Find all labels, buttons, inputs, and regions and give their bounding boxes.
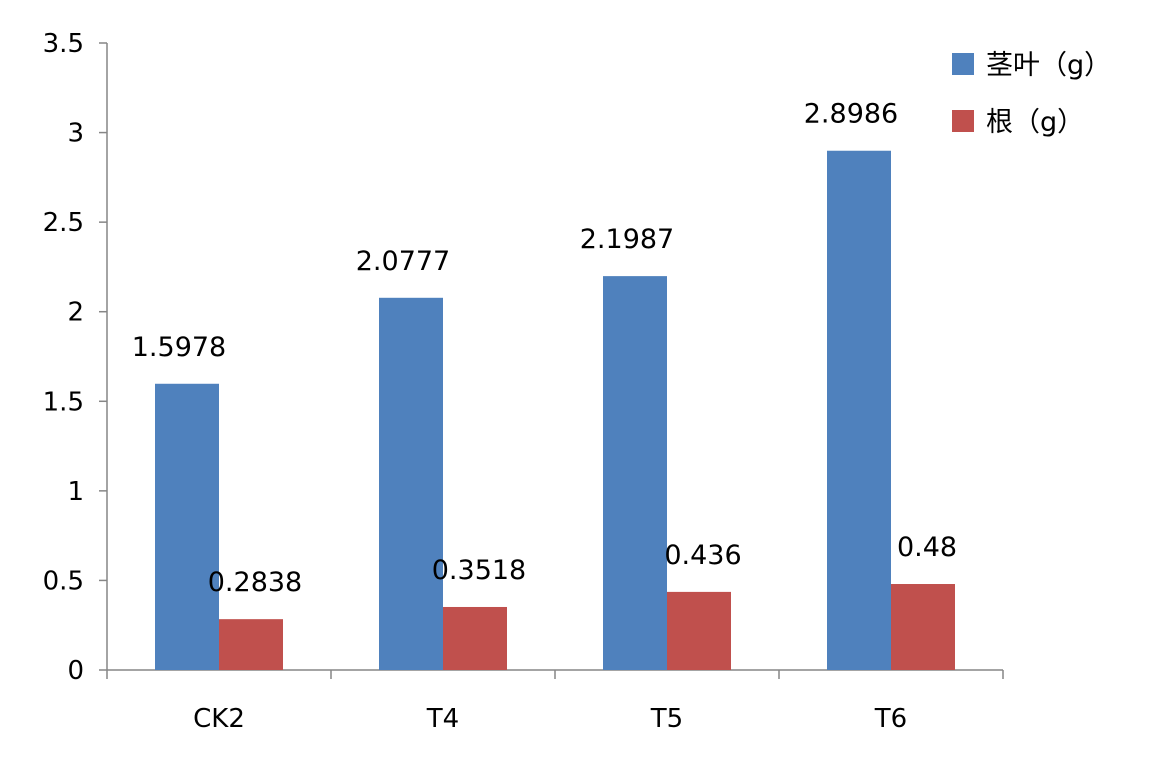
x-tick-label: T4 [426, 704, 459, 734]
y-tick-label: 0.5 [43, 566, 84, 596]
data-labels: 1.5978 0.2838 2.0777 0.3518 2.1987 0.436 2.898… [132, 99, 957, 598]
y-tick-label: 1 [67, 477, 84, 507]
x-tick-label: T5 [650, 704, 683, 734]
data-label: 1.5978 [132, 332, 226, 363]
bar [155, 383, 219, 670]
y-tick-label: 3 [67, 119, 84, 149]
bar [219, 619, 283, 670]
bar [667, 591, 731, 670]
data-label: 2.1987 [580, 224, 674, 255]
x-tick-label: T6 [874, 704, 907, 734]
data-label: 0.48 [897, 532, 957, 563]
y-tick-label: 2 [67, 298, 84, 328]
legend-swatch [952, 110, 974, 132]
data-label: 0.436 [664, 540, 741, 571]
bar [891, 584, 955, 670]
y-tick-label: 1.5 [43, 387, 84, 417]
legend: 茎叶（g） 根（g） [952, 50, 1111, 138]
y-tick-label: 3.5 [43, 29, 84, 59]
y-tick-label: 2.5 [43, 208, 84, 238]
x-axis: CK2 T4 T5 T6 [106, 669, 1004, 734]
bar [603, 276, 667, 670]
bar [443, 606, 507, 670]
bars [155, 150, 955, 670]
data-label: 0.2838 [208, 567, 302, 598]
legend-label: 茎叶（g） [986, 50, 1111, 81]
bar [379, 297, 443, 670]
legend-swatch [952, 53, 974, 75]
legend-label: 根（g） [986, 107, 1084, 138]
x-tick-label: CK2 [193, 704, 245, 734]
y-axis: 0 0.5 1 1.5 2 2.5 3 3.5 [43, 29, 108, 686]
data-label: 2.0777 [356, 246, 450, 277]
data-label: 2.8986 [804, 99, 898, 130]
data-label: 0.3518 [432, 555, 526, 586]
bar [827, 150, 891, 670]
y-tick-label: 0 [67, 656, 84, 686]
